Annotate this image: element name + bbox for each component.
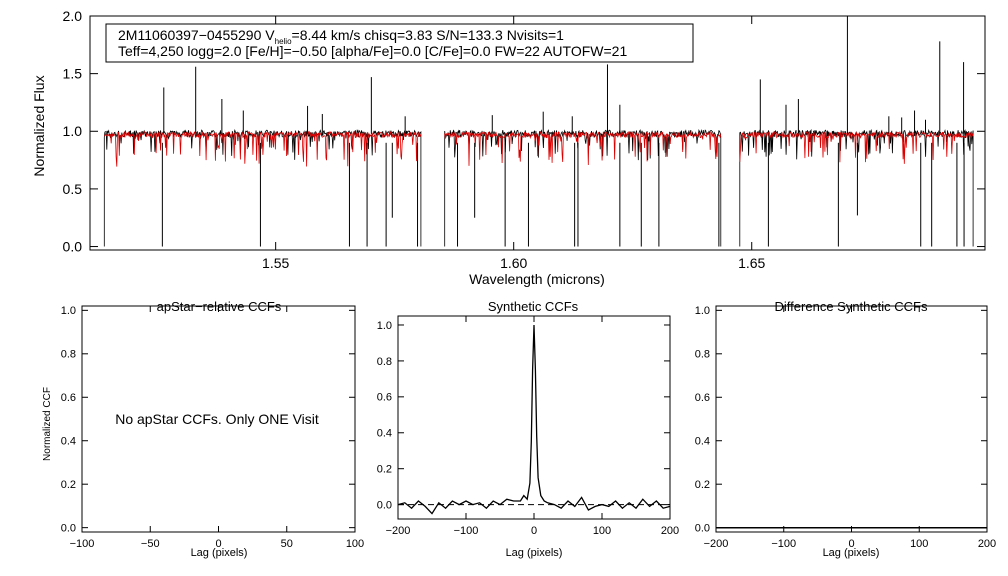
spectrum-y-axis-label: Normalized Flux — [31, 75, 47, 176]
vhelio-prefix: V — [265, 27, 275, 43]
chart-3-y-tick-label: 1.0 — [695, 305, 710, 317]
chart-3-y-tick-label: 0.4 — [695, 436, 710, 448]
nvisits-value: Nvisits=1 — [507, 27, 564, 43]
chart-0-x-tick-label: 1.60 — [500, 255, 527, 271]
chart-2-y-tick-label: 0.4 — [377, 428, 392, 440]
model-spectrum-chip-2 — [444, 130, 722, 166]
chart-3-x-tick-label: 200 — [978, 538, 996, 550]
chart-2-x-tick-label: 0 — [531, 525, 537, 537]
chart-2-x-tick-label: −100 — [454, 525, 479, 537]
chart-1-y-tick-label: 0.0 — [61, 523, 76, 535]
vhelio-subscript: helio — [275, 37, 292, 46]
vhelio-value: =8.44 km/s — [292, 27, 361, 43]
chart-3-x-tick-label: −100 — [771, 538, 796, 550]
synthetic-ccf-plot-frame — [397, 315, 671, 520]
info-line-1: 2M11060397−0455290 Vhelio=8.44 km/s chis… — [118, 27, 564, 46]
chart-0-y-tick-label: 1.0 — [63, 123, 83, 139]
chart-2-x-tick-label: 200 — [661, 525, 679, 537]
apstar-ccf-panel: apStar−relative CCFs −100 −50 0 50 1000.00.2… — [42, 299, 364, 559]
chart-3-y-tick-label: 0.8 — [695, 349, 710, 361]
spectrum-x-axis-label: Wavelength (microns) — [469, 271, 605, 287]
apstar-ccf-y-axis-label: Normalized CCF — [42, 387, 53, 461]
spectrum-plot-frame — [89, 15, 986, 251]
chart-1-x-tick-label: −50 — [141, 538, 160, 550]
difference-ccf-panel: Difference Synthetic CCFs −200 −100 0 100 20… — [695, 299, 996, 559]
chart-0-x-tick-label: 1.65 — [738, 255, 765, 271]
chart-1-x-tick-label: 0 — [215, 538, 221, 550]
chart-2-x-tick-label: −200 — [386, 525, 411, 537]
info-box — [105, 23, 694, 63]
apstar-ccf-x-axis-label: Lag (pixels) — [191, 547, 248, 559]
chart-0-y-tick-label: 0.0 — [63, 238, 83, 254]
chisq-value: chisq=3.83 — [364, 27, 432, 43]
observed-spectrum-chip-3 — [739, 128, 974, 247]
chart-1-y-tick-label: 0.4 — [61, 436, 76, 448]
chart-1-y-tick-label: 0.6 — [61, 392, 76, 404]
snr-value: S/N=133.3 — [436, 27, 503, 43]
info-line-2: Teff=4,250 logg=2.0 [Fe/H]=−0.50 [alpha/… — [118, 43, 627, 59]
difference-ccf-plot-frame — [715, 305, 988, 533]
chart-1-y-tick-label: 0.2 — [61, 479, 76, 491]
chart-2-x-tick-label: 100 — [593, 525, 611, 537]
chart-3-x-tick-label: 100 — [910, 538, 928, 550]
synthetic-ccf-title: Synthetic CCFs — [488, 299, 579, 314]
chart-1-y-tick-label: 0.8 — [61, 349, 76, 361]
chart-0-y-tick-label: 2.0 — [63, 8, 83, 24]
chart-2-y-tick-label: 1.0 — [377, 320, 392, 332]
chart-1-y-tick-label: 1.0 — [61, 305, 76, 317]
model-spectrum-chip-3 — [739, 130, 974, 164]
chart-3-x-tick-label: 0 — [848, 538, 854, 550]
chart-3-x-tick-label: −200 — [704, 538, 729, 550]
chart-1-x-tick-label: 100 — [346, 538, 364, 550]
synthetic-ccf-panel: Synthetic CCFs −200 −100 0 100 200 0.0 0.2 0.4 0… — [377, 299, 679, 559]
chart-3-y-tick-label: 0.0 — [695, 523, 710, 535]
synthetic-ccf-x-axis-label: Lag (pixels) — [506, 547, 563, 559]
spectrum-panel: 1.55 1.60 1.65 0.0 0.5 1.0 1.5 2.0 Wavelength (… — [31, 8, 986, 287]
chart-2-y-tick-label: 0.6 — [377, 392, 392, 404]
chart-0-y-tick-label: 1.5 — [63, 66, 83, 82]
chart-3-y-tick-label: 0.2 — [695, 479, 710, 491]
chart-2-y-tick-label: 0.2 — [377, 464, 392, 476]
chart-1-x-tick-label: 50 — [281, 538, 293, 550]
chart-1-x-tick-label: −100 — [70, 538, 95, 550]
chart-0-x-tick-label: 1.55 — [262, 255, 289, 271]
chart-3-y-tick-label: 0.6 — [695, 392, 710, 404]
chart-0-y-tick-label: 0.5 — [63, 181, 83, 197]
chart-2-y-tick-label: 0.8 — [377, 356, 392, 368]
difference-ccf-x-axis-label: Lag (pixels) — [823, 547, 880, 559]
chart-2-y-tick-label: 0.0 — [377, 499, 392, 511]
no-ccf-message: No apStar CCFs. Only ONE Visit — [115, 411, 319, 427]
model-spectrum-chip-1 — [104, 130, 422, 167]
star-id: 2M11060397−0455290 — [118, 27, 262, 43]
synthetic-ccf-line — [397, 324, 671, 515]
